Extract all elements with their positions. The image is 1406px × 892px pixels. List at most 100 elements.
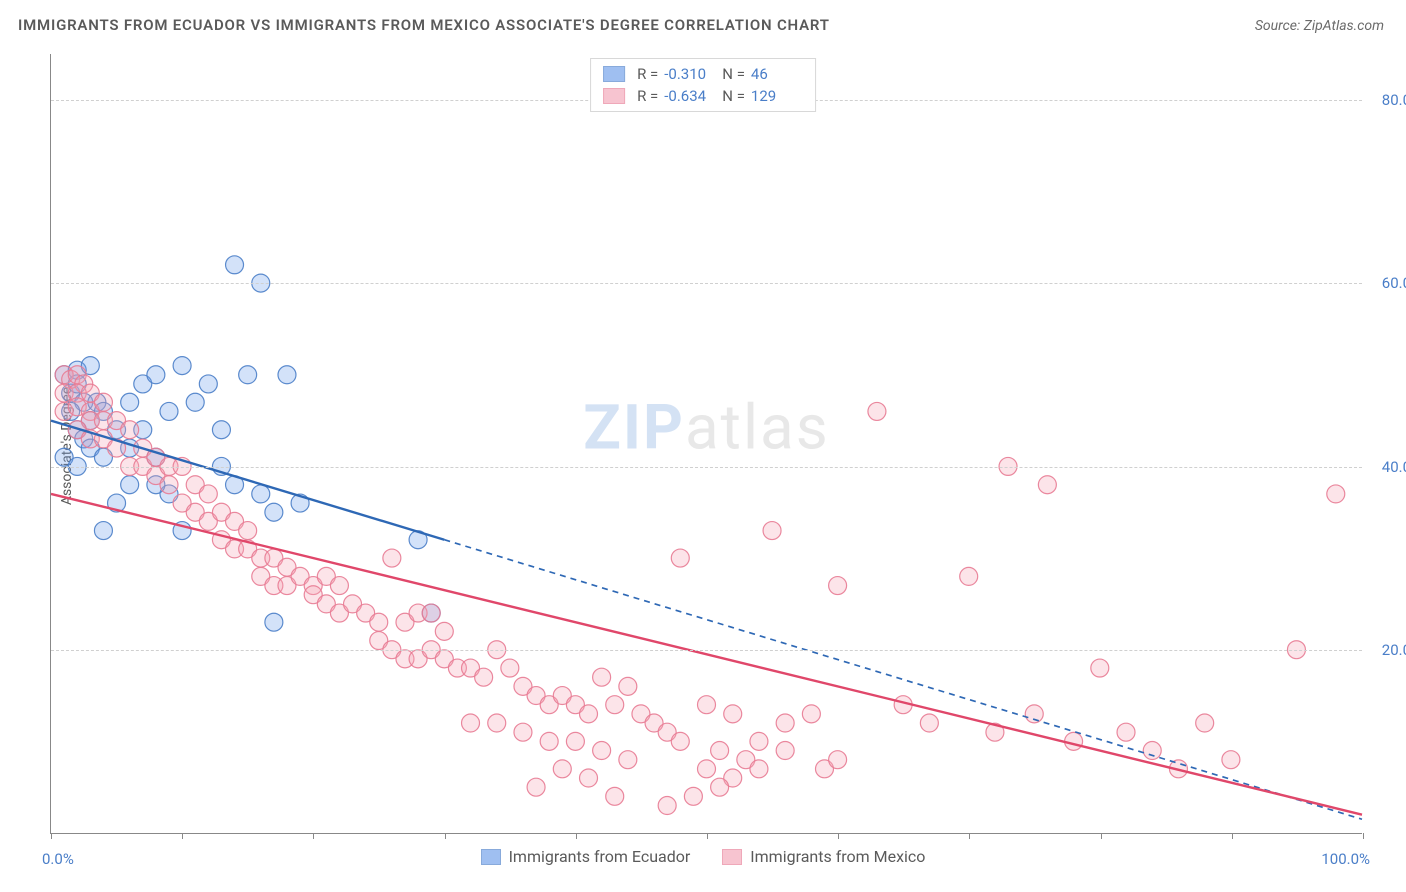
r-value-mexico: -0.634	[664, 85, 716, 107]
chart-title: IMMIGRANTS FROM ECUADOR VS IMMIGRANTS FR…	[18, 16, 830, 34]
scatter-point	[606, 787, 624, 805]
scatter-point	[94, 393, 112, 411]
scatter-point	[370, 613, 388, 631]
scatter-point	[698, 760, 716, 778]
scatter-point	[514, 723, 532, 741]
series-legend: Immigrants from Ecuador Immigrants from …	[0, 847, 1406, 869]
scatter-point	[212, 421, 230, 439]
legend-label-mexico: Immigrants from Mexico	[750, 847, 925, 866]
scatter-point	[265, 613, 283, 631]
scatter-point	[527, 778, 545, 796]
scatter-point	[239, 366, 257, 384]
x-tick	[1363, 833, 1364, 839]
scatter-point	[553, 760, 571, 778]
scatter-point	[160, 402, 178, 420]
x-tick	[445, 833, 446, 839]
scatter-point	[671, 732, 689, 750]
scatter-point	[330, 577, 348, 595]
r-label: R =	[637, 85, 658, 107]
scatter-point	[121, 421, 139, 439]
scatter-point	[698, 696, 716, 714]
scatter-point	[186, 393, 204, 411]
scatter-point	[199, 375, 217, 393]
scatter-point	[252, 485, 270, 503]
x-tick	[313, 833, 314, 839]
plot-area: ZIPatlas 20.0%40.0%60.0%80.0%	[50, 54, 1362, 834]
scatter-point	[868, 402, 886, 420]
scatter-point	[1117, 723, 1135, 741]
scatter-point	[1327, 485, 1345, 503]
gridline	[51, 650, 1362, 651]
correlation-legend: R = -0.310 N = 46 R = -0.634 N = 129	[590, 58, 816, 112]
scatter-point	[501, 659, 519, 677]
scatter-point	[580, 769, 598, 787]
legend-swatch-ecuador	[481, 849, 501, 865]
scatter-point	[960, 567, 978, 585]
n-value-mexico: 129	[751, 85, 803, 107]
scatter-point	[658, 797, 676, 815]
n-label: N =	[722, 85, 745, 107]
n-value-ecuador: 46	[751, 63, 803, 85]
scatter-point	[619, 751, 637, 769]
scatter-point	[802, 705, 820, 723]
scatter-point	[619, 677, 637, 695]
scatter-point	[829, 751, 847, 769]
scatter-point	[1196, 714, 1214, 732]
r-value-ecuador: -0.310	[664, 63, 716, 85]
scatter-point	[750, 760, 768, 778]
scatter-point	[1091, 659, 1109, 677]
scatter-point	[462, 714, 480, 732]
scatter-point	[147, 366, 165, 384]
correlation-row-mexico: R = -0.634 N = 129	[603, 85, 803, 107]
scatter-point	[763, 522, 781, 540]
scatter-point	[383, 549, 401, 567]
r-label: R =	[637, 63, 658, 85]
y-tick-label: 80.0%	[1382, 91, 1406, 109]
legend-item-ecuador: Immigrants from Ecuador	[481, 847, 691, 866]
scatter-point	[580, 705, 598, 723]
legend-swatch-mexico	[603, 88, 625, 104]
n-label: N =	[722, 63, 745, 85]
scatter-point	[776, 714, 794, 732]
x-tick	[1101, 833, 1102, 839]
y-tick-label: 20.0%	[1382, 641, 1406, 659]
scatter-point	[829, 577, 847, 595]
gridline	[51, 283, 1362, 284]
legend-item-mexico: Immigrants from Mexico	[722, 847, 925, 866]
legend-swatch-ecuador	[603, 66, 625, 82]
x-tick	[838, 833, 839, 839]
scatter-point	[711, 742, 729, 760]
scatter-point	[593, 668, 611, 686]
source-attribution: Source: ZipAtlas.com	[1255, 18, 1384, 34]
scatter-point	[94, 522, 112, 540]
scatter-point	[1222, 751, 1240, 769]
x-tick	[182, 833, 183, 839]
scatter-point	[1143, 742, 1161, 760]
y-tick-label: 40.0%	[1382, 458, 1406, 476]
scatter-point	[121, 393, 139, 411]
scatter-point	[776, 742, 794, 760]
scatter-point	[684, 787, 702, 805]
scatter-point	[239, 522, 257, 540]
x-tick	[1232, 833, 1233, 839]
scatter-point	[173, 357, 191, 375]
gridline	[51, 467, 1362, 468]
scatter-point	[199, 485, 217, 503]
chart-svg	[51, 54, 1362, 833]
scatter-point	[593, 742, 611, 760]
legend-swatch-mexico	[722, 849, 742, 865]
scatter-point	[671, 549, 689, 567]
x-tick	[51, 833, 52, 839]
legend-label-ecuador: Immigrants from Ecuador	[509, 847, 691, 866]
y-tick-label: 60.0%	[1382, 274, 1406, 292]
scatter-point	[750, 732, 768, 750]
scatter-point	[435, 622, 453, 640]
scatter-point	[540, 732, 558, 750]
scatter-point	[160, 476, 178, 494]
scatter-point	[422, 604, 440, 622]
x-tick	[969, 833, 970, 839]
scatter-point	[475, 668, 493, 686]
x-tick	[576, 833, 577, 839]
correlation-row-ecuador: R = -0.310 N = 46	[603, 63, 803, 85]
scatter-point	[724, 705, 742, 723]
